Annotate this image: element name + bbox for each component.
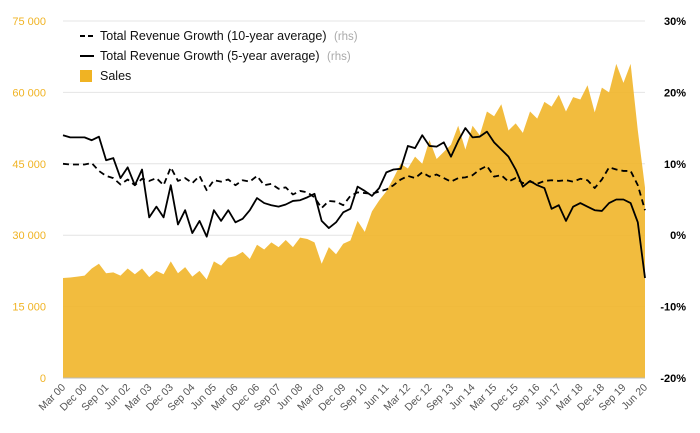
left-axis-ticks: 0 15 000 30 000 45 000 60 000 75 000 bbox=[12, 16, 46, 385]
y-left-tick-label: 45 000 bbox=[12, 159, 46, 171]
legend: Total Revenue Growth (10-year average) (… bbox=[80, 29, 358, 83]
growth-lines-layer bbox=[62, 127, 646, 279]
legend-label-sales: Sales bbox=[100, 69, 131, 83]
sales-area-layer bbox=[63, 63, 645, 379]
y-right-tick-label: 10% bbox=[664, 159, 686, 171]
series-5yr-line bbox=[62, 127, 646, 279]
y-left-tick-label: 0 bbox=[40, 373, 46, 385]
y-left-tick-label: 60 000 bbox=[12, 87, 46, 99]
y-right-tick-label: 0% bbox=[670, 230, 686, 242]
right-axis-ticks: -20% -10% 0% 10% 20% 30% bbox=[660, 16, 686, 385]
y-right-tick-label: 30% bbox=[664, 16, 686, 28]
y-left-tick-label: 75 000 bbox=[12, 16, 46, 28]
legend-item-sales: Sales bbox=[80, 69, 131, 83]
legend-item-5yr: Total Revenue Growth (5-year average) (r… bbox=[80, 49, 351, 63]
legend-label-5yr: Total Revenue Growth (5-year average) (r… bbox=[100, 49, 351, 63]
series-sales-area bbox=[63, 63, 645, 379]
y-left-tick-label: 30 000 bbox=[12, 230, 46, 242]
legend-label-10yr: Total Revenue Growth (10-year average) (… bbox=[100, 29, 358, 43]
y-right-tick-label: -20% bbox=[660, 373, 686, 385]
series-10yr-line bbox=[62, 162, 646, 211]
y-right-tick-label: 20% bbox=[664, 87, 686, 99]
legend-swatch-area bbox=[80, 70, 92, 82]
y-right-tick-label: -10% bbox=[660, 302, 686, 314]
legend-item-10yr: Total Revenue Growth (10-year average) (… bbox=[80, 29, 358, 43]
y-left-tick-label: 15 000 bbox=[12, 302, 46, 314]
